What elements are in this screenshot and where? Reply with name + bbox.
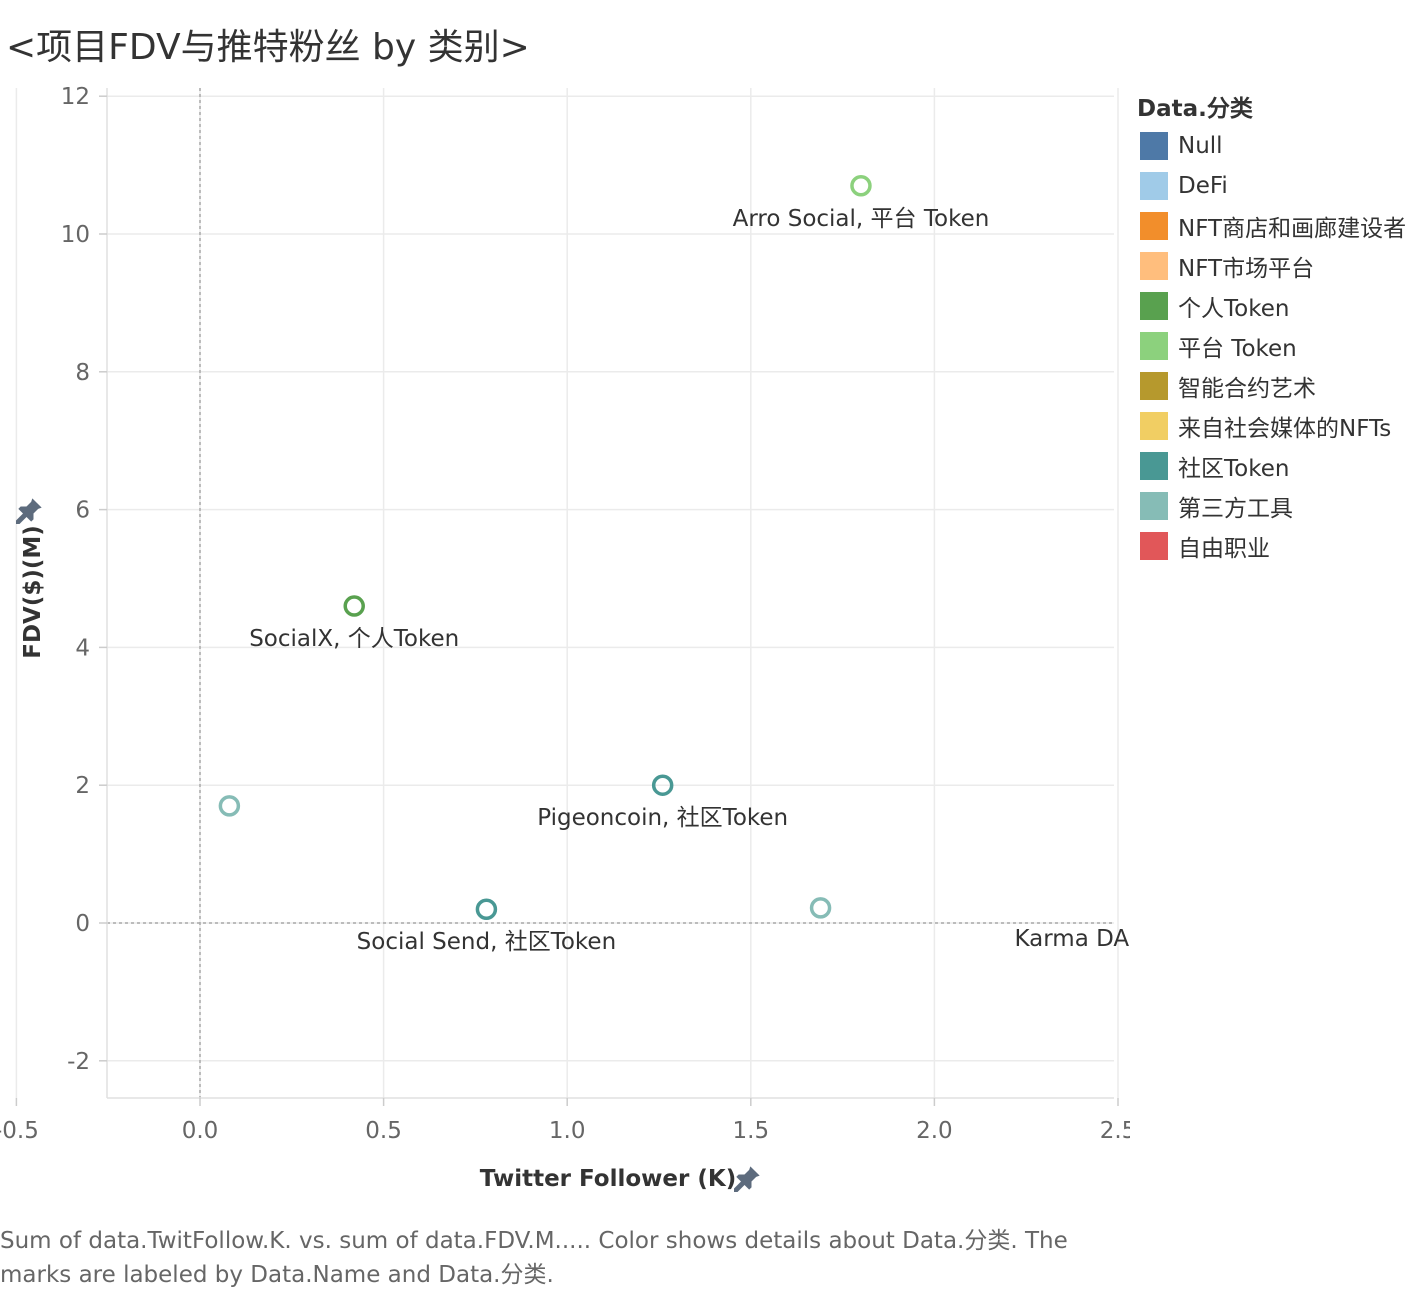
- legend-label: 自由职业: [1178, 536, 1270, 562]
- y-tick-label: 8: [75, 360, 90, 386]
- legend-title: Data.分类: [1137, 96, 1253, 122]
- data-point[interactable]: [809, 897, 832, 919]
- legend-label: 第三方工具: [1178, 496, 1293, 522]
- legend-label: DeFi: [1178, 173, 1228, 199]
- legend-swatch: [1140, 132, 1168, 160]
- y-tick-label: 4: [75, 635, 90, 661]
- data-point[interactable]: [343, 595, 365, 617]
- legend-swatch: [1140, 292, 1168, 320]
- data-points: [218, 175, 872, 920]
- pin-icon[interactable]: [16, 496, 44, 524]
- legend-label: Null: [1178, 133, 1223, 159]
- chart-caption: Sum of data.TwitFollow.K. vs. sum of dat…: [0, 1228, 1068, 1288]
- point-label: Pigeoncoin, 社区Token: [537, 805, 788, 831]
- legend-item[interactable]: 来自社会媒体的NFTs: [1137, 406, 1424, 446]
- legend-item[interactable]: 自由职业: [1137, 526, 1424, 566]
- y-axis-label: FDV($)(M): [20, 525, 46, 659]
- x-axis-label: Twitter Follower (K): [480, 1166, 736, 1192]
- chart-title: <项目FDV与推特粉丝 by 类别>: [6, 27, 530, 68]
- point-label: SocialX, 个人Token: [249, 626, 459, 652]
- data-point[interactable]: [850, 175, 872, 197]
- legend-items: Null DeFi NFT商店和画廊建设者 NFT市场平台 个人Token 平台 Toke…: [1137, 126, 1424, 566]
- legend-swatch: [1140, 532, 1168, 560]
- data-point[interactable]: [651, 774, 674, 796]
- axis-lines: [106, 88, 1114, 1099]
- x-tick-label: -0.5: [0, 1118, 39, 1144]
- point-label: Social Send, 社区Token: [357, 929, 617, 955]
- y-tick-label: 10: [61, 222, 90, 248]
- x-tick-label: 2.0: [916, 1118, 953, 1144]
- legend-item[interactable]: 平台 Token: [1137, 326, 1424, 366]
- legend-item[interactable]: 第三方工具: [1137, 486, 1424, 526]
- legend-label: NFT市场平台: [1178, 256, 1315, 282]
- y-tick-label: 6: [75, 498, 90, 524]
- x-tick-label: 1.5: [733, 1118, 770, 1144]
- y-tick-label: 0: [75, 911, 90, 937]
- legend-item[interactable]: 社区Token: [1137, 446, 1424, 486]
- y-tick-label: 12: [61, 84, 90, 110]
- grid-lines: [15, 88, 1119, 1098]
- pin-icon[interactable]: [734, 1164, 762, 1192]
- legend-swatch: [1140, 412, 1168, 440]
- legend-swatch: [1140, 172, 1168, 200]
- data-point[interactable]: [218, 795, 241, 817]
- x-tick-label: 1.0: [549, 1118, 586, 1144]
- legend-item[interactable]: NFT市场平台: [1137, 246, 1424, 286]
- y-tick-label: -2: [67, 1049, 90, 1075]
- x-tick-label: 2.5: [1100, 1118, 1130, 1144]
- legend-item[interactable]: DeFi: [1137, 166, 1424, 206]
- legend-item[interactable]: 智能合约艺术: [1137, 366, 1424, 406]
- x-tick-label: 0.5: [365, 1118, 402, 1144]
- point-label: Karma DAO, 社区Token: [1014, 926, 1130, 952]
- legend-swatch: [1140, 452, 1168, 480]
- scatter-plot: -0.50.00.51.01.52.02.53.03.54.04.5 -2024…: [0, 84, 1130, 1192]
- x-axis-ticks: -0.50.00.51.01.52.02.53.03.54.04.5: [0, 1098, 1130, 1144]
- legend-swatch: [1140, 212, 1168, 240]
- zero-reference-lines: [107, 88, 1114, 1098]
- legend-label: 智能合约艺术: [1178, 376, 1316, 402]
- y-axis-ticks: -2 0 2 4 6 8 10 12: [61, 84, 107, 1075]
- point-labels: Arro Social, 平台 TokenCommunifty, 第三方工具So…: [249, 206, 1130, 955]
- y-tick-label: 2: [75, 773, 90, 799]
- legend-item[interactable]: 个人Token: [1137, 286, 1424, 326]
- legend-swatch: [1140, 252, 1168, 280]
- legend-label: 个人Token: [1178, 296, 1290, 322]
- data-point[interactable]: [475, 898, 498, 920]
- legend-item[interactable]: Null: [1137, 126, 1424, 166]
- legend-label: 社区Token: [1178, 456, 1290, 482]
- legend: Data.分类 Null DeFi NFT商店和画廊建设者 NFT市场平台 个人Toke…: [1137, 92, 1424, 566]
- point-label: Arro Social, 平台 Token: [733, 206, 990, 232]
- legend-swatch: [1140, 372, 1168, 400]
- legend-item[interactable]: NFT商店和画廊建设者: [1137, 206, 1424, 246]
- legend-swatch: [1140, 492, 1168, 520]
- legend-label: 来自社会媒体的NFTs: [1178, 416, 1392, 442]
- x-tick-label: 0.0: [182, 1118, 219, 1144]
- legend-label: NFT商店和画廊建设者: [1178, 216, 1407, 242]
- legend-swatch: [1140, 332, 1168, 360]
- legend-label: 平台 Token: [1178, 336, 1297, 362]
